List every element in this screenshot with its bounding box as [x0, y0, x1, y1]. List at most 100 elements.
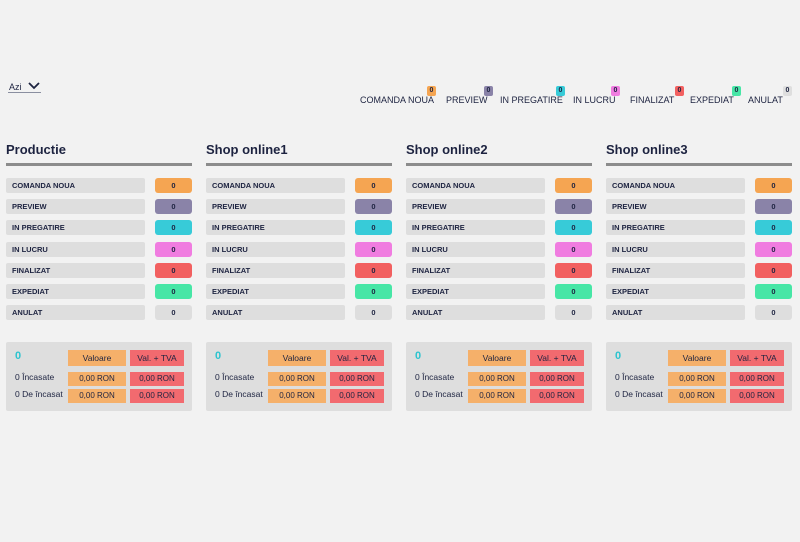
- column-divider: [206, 163, 392, 166]
- status-name: IN LUCRU: [206, 241, 345, 257]
- column-divider: [606, 163, 792, 166]
- status-row[interactable]: ANULAT 0: [606, 305, 792, 321]
- de-incasat-label: 0 De încasat: [15, 389, 63, 399]
- status-row[interactable]: COMANDA NOUA 0: [206, 178, 392, 193]
- status-name: EXPEDIAT: [406, 283, 545, 299]
- summary-panel: 0 Valoare Val. + TVA 0 Încasate 0,00 RON 0,00…: [6, 342, 192, 411]
- status-count-badge: 0: [355, 178, 392, 193]
- de-incasat-label: 0 De încasat: [215, 389, 263, 399]
- status-count-badge: 0: [555, 241, 592, 257]
- summary-total: 0: [415, 350, 422, 362]
- status-count-badge: 0: [355, 220, 392, 236]
- status-row[interactable]: PREVIEW 0: [206, 199, 392, 215]
- val-tva-header: Val. + TVA: [530, 350, 584, 366]
- status-name: IN PREGATIRE: [406, 220, 545, 236]
- status-row[interactable]: IN LUCRU 0: [206, 241, 392, 257]
- status-count-badge: 0: [555, 178, 592, 193]
- status-row[interactable]: FINALIZAT 0: [406, 262, 592, 278]
- val-tva-header: Val. + TVA: [330, 350, 384, 366]
- valoare-value: 0,00 RON: [468, 372, 526, 386]
- column-title: Shop online2: [406, 142, 488, 157]
- shop-column: Productie COMANDA NOUA 0 PREVIEW 0 IN PREGATI…: [6, 142, 192, 411]
- status-row[interactable]: IN LUCRU 0: [606, 241, 792, 257]
- shop-column: Shop online1 COMANDA NOUA 0 PREVIEW 0 IN PREG…: [206, 142, 392, 411]
- status-row[interactable]: EXPEDIAT 0: [206, 283, 392, 299]
- val-tva-value: 0,00 RON: [330, 372, 384, 386]
- val-tva-value: 0,00 RON: [530, 372, 584, 386]
- status-count-badge: 0: [755, 283, 792, 299]
- valoare-value: 0,00 RON: [68, 372, 126, 386]
- incasate-label: 0 Încasate: [615, 372, 655, 382]
- status-row[interactable]: PREVIEW 0: [606, 199, 792, 215]
- de-incasat-label: 0 De încasat: [415, 389, 463, 399]
- status-name: IN PREGATIRE: [206, 220, 345, 236]
- status-row[interactable]: COMANDA NOUA 0: [6, 178, 192, 193]
- status-row[interactable]: IN PREGATIRE 0: [606, 220, 792, 236]
- status-count-badge: 0: [155, 220, 192, 236]
- val-tva-value: 0,00 RON: [330, 389, 384, 403]
- status-count-badge: 0: [755, 199, 792, 215]
- status-row[interactable]: FINALIZAT 0: [606, 262, 792, 278]
- status-row[interactable]: EXPEDIAT 0: [406, 283, 592, 299]
- status-row[interactable]: PREVIEW 0: [406, 199, 592, 215]
- legend-label: IN LUCRU: [573, 95, 616, 105]
- status-count-badge: 0: [155, 178, 192, 193]
- period-select[interactable]: Azi: [8, 81, 41, 93]
- status-row[interactable]: IN PREGATIRE 0: [6, 220, 192, 236]
- legend-label: ANULAT: [748, 95, 783, 105]
- de-incasat-label: 0 De încasat: [615, 389, 663, 399]
- status-name: FINALIZAT: [406, 262, 545, 278]
- status-name: ANULAT: [406, 305, 545, 321]
- status-count-badge: 0: [155, 199, 192, 215]
- status-row[interactable]: IN PREGATIRE 0: [406, 220, 592, 236]
- column-title: Productie: [6, 142, 66, 157]
- status-row[interactable]: IN LUCRU 0: [406, 241, 592, 257]
- status-row[interactable]: FINALIZAT 0: [206, 262, 392, 278]
- status-row[interactable]: ANULAT 0: [406, 305, 592, 321]
- valoare-value: 0,00 RON: [268, 389, 326, 403]
- status-row[interactable]: COMANDA NOUA 0: [606, 178, 792, 193]
- legend-label: IN PREGATIRE: [500, 95, 563, 105]
- shop-column: Shop online3 COMANDA NOUA 0 PREVIEW 0 IN PREG…: [606, 142, 792, 411]
- column-divider: [6, 163, 192, 166]
- status-name: IN LUCRU: [6, 241, 145, 257]
- incasate-label: 0 Încasate: [15, 372, 55, 382]
- valoare-header: Valoare: [68, 350, 126, 366]
- status-name: COMANDA NOUA: [6, 178, 145, 193]
- status-count-badge: 0: [355, 305, 392, 321]
- status-name: COMANDA NOUA: [606, 178, 745, 193]
- status-count-badge: 0: [155, 305, 192, 321]
- summary-panel: 0 Valoare Val. + TVA 0 Încasate 0,00 RON 0,00…: [606, 342, 792, 411]
- status-name: FINALIZAT: [206, 262, 345, 278]
- status-name: EXPEDIAT: [606, 283, 745, 299]
- legend-count-badge: 0: [484, 86, 493, 96]
- status-row[interactable]: IN LUCRU 0: [6, 241, 192, 257]
- status-row[interactable]: IN PREGATIRE 0: [206, 220, 392, 236]
- status-row[interactable]: EXPEDIAT 0: [606, 283, 792, 299]
- valoare-value: 0,00 RON: [68, 389, 126, 403]
- status-row[interactable]: PREVIEW 0: [6, 199, 192, 215]
- status-row[interactable]: EXPEDIAT 0: [6, 283, 192, 299]
- legend-count-badge: 0: [732, 86, 741, 96]
- status-count-badge: 0: [755, 220, 792, 236]
- status-row[interactable]: ANULAT 0: [6, 305, 192, 321]
- shop-column: Shop online2 COMANDA NOUA 0 PREVIEW 0 IN PREG…: [406, 142, 592, 411]
- status-name: PREVIEW: [406, 199, 545, 215]
- status-name: COMANDA NOUA: [406, 178, 545, 193]
- status-list: COMANDA NOUA 0 PREVIEW 0 IN PREGATIRE 0 IN LUC…: [406, 178, 592, 321]
- period-select-label: Azi: [9, 81, 22, 92]
- status-row[interactable]: COMANDA NOUA 0: [406, 178, 592, 193]
- status-count-badge: 0: [155, 262, 192, 278]
- status-row[interactable]: ANULAT 0: [206, 305, 392, 321]
- status-name: ANULAT: [6, 305, 145, 321]
- status-name: PREVIEW: [206, 199, 345, 215]
- status-name: IN LUCRU: [406, 241, 545, 257]
- status-count-badge: 0: [355, 283, 392, 299]
- status-count-badge: 0: [355, 199, 392, 215]
- valoare-value: 0,00 RON: [668, 389, 726, 403]
- legend-count-badge: 0: [675, 86, 684, 96]
- status-row[interactable]: FINALIZAT 0: [6, 262, 192, 278]
- status-count-badge: 0: [555, 220, 592, 236]
- val-tva-value: 0,00 RON: [730, 372, 784, 386]
- status-count-badge: 0: [755, 262, 792, 278]
